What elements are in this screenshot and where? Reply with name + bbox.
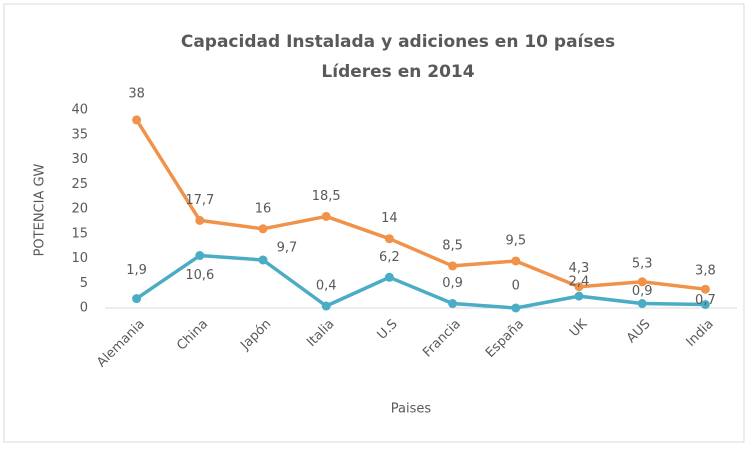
data-point (132, 115, 142, 125)
data-point (195, 215, 205, 225)
data-point (321, 301, 331, 311)
data-label: 6,2 (379, 250, 400, 265)
x-axis-label: Paises (391, 402, 432, 417)
data-point (195, 251, 205, 261)
chart-border (3, 3, 745, 443)
y-tick-label: 5 (80, 276, 88, 291)
data-point (384, 234, 394, 244)
data-point (574, 282, 584, 292)
data-label: 1,9 (126, 263, 147, 278)
data-point (637, 299, 647, 309)
y-tick-label: 30 (71, 152, 88, 167)
data-label: 10,6 (185, 268, 214, 283)
chart-title: Líderes en 2014 (321, 62, 474, 82)
data-label: 4,3 (569, 261, 590, 276)
data-label: 5,3 (632, 256, 653, 271)
y-axis-label: POTENCIA GW (33, 163, 48, 256)
series-line (135, 118, 706, 291)
data-label: 2,4 (569, 275, 590, 290)
y-tick-label: 40 (71, 103, 88, 118)
data-label: 3,8 (695, 264, 716, 279)
y-tick-label: 20 (71, 202, 88, 217)
data-point (321, 211, 331, 221)
data-label: 16 (255, 201, 272, 216)
series-line (135, 253, 706, 310)
data-label: 14 (381, 211, 398, 226)
data-point (132, 294, 142, 304)
y-tick-label: 35 (71, 127, 88, 142)
data-point (448, 261, 458, 271)
data-label: 8,5 (442, 238, 463, 253)
data-point (637, 277, 647, 287)
data-point (700, 284, 710, 294)
data-label: 0 (512, 279, 520, 294)
y-tick-label: 25 (71, 177, 88, 192)
data-label: 0,4 (316, 279, 337, 294)
chart-title: Capacidad Instalada y adiciones en 10 pa… (181, 32, 615, 52)
data-point (448, 299, 458, 309)
y-tick-label: 0 (80, 301, 88, 316)
data-point (258, 224, 268, 234)
data-label: 9,5 (505, 233, 526, 248)
data-label: 9,7 (277, 240, 298, 255)
data-point (574, 291, 584, 301)
data-point (511, 256, 521, 266)
data-point (384, 272, 394, 282)
data-point (700, 300, 710, 310)
data-label: 17,7 (185, 193, 214, 208)
data-label: 0,9 (632, 284, 653, 299)
data-label: 38 (128, 86, 145, 101)
data-point (258, 255, 268, 265)
data-label: 0,7 (695, 293, 716, 308)
y-tick-label: 15 (71, 226, 88, 241)
data-label: 18,5 (312, 189, 341, 204)
y-tick-label: 10 (71, 251, 88, 266)
data-point (511, 303, 521, 313)
data-label: 0,9 (442, 276, 463, 291)
